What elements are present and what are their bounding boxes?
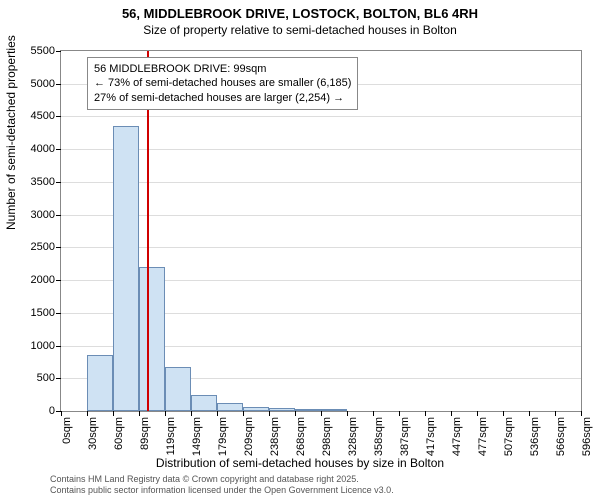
xtick-label: 119sqm <box>165 417 177 455</box>
xtick-mark <box>373 411 374 416</box>
histogram-bar <box>113 126 138 411</box>
ytick-label: 1000 <box>31 340 55 352</box>
ytick-label: 500 <box>37 372 55 384</box>
xtick-mark <box>269 411 270 416</box>
info-line-2: ← 73% of semi-detached houses are smalle… <box>94 76 351 90</box>
histogram-bar <box>165 367 191 412</box>
xtick-label: 298sqm <box>321 417 333 456</box>
chart-container: 56, MIDDLEBROOK DRIVE, LOSTOCK, BOLTON, … <box>0 0 600 500</box>
histogram-bar <box>87 355 113 411</box>
xtick-mark <box>425 411 426 416</box>
ytick-mark <box>56 51 61 52</box>
histogram-bar <box>269 408 295 411</box>
gridline-h <box>61 116 581 117</box>
xtick-label: 536sqm <box>529 417 541 456</box>
x-axis-label: Distribution of semi-detached houses by … <box>0 456 600 470</box>
ytick-label: 5000 <box>31 78 55 90</box>
xtick-label: 179sqm <box>217 417 229 456</box>
ytick-mark <box>56 182 61 183</box>
ytick-label: 3500 <box>31 176 55 188</box>
xtick-label: 149sqm <box>191 417 203 456</box>
xtick-mark <box>113 411 114 416</box>
gridline-h <box>61 182 581 183</box>
ytick-mark <box>56 346 61 347</box>
xtick-label: 268sqm <box>295 417 307 456</box>
xtick-label: 596sqm <box>581 417 593 456</box>
histogram-bar <box>295 409 321 411</box>
xtick-mark <box>243 411 244 416</box>
xtick-mark <box>295 411 296 416</box>
ytick-mark <box>56 280 61 281</box>
ytick-label: 0 <box>49 405 55 417</box>
plot-area: 0500100015002000250030003500400045005000… <box>60 50 582 412</box>
xtick-label: 566sqm <box>555 417 567 456</box>
xtick-label: 507sqm <box>503 417 515 456</box>
xtick-label: 447sqm <box>451 417 463 456</box>
xtick-label: 238sqm <box>269 417 281 456</box>
gridline-h <box>61 215 581 216</box>
ytick-mark <box>56 84 61 85</box>
xtick-mark <box>477 411 478 416</box>
xtick-mark <box>581 411 582 416</box>
footer-line-2: Contains public sector information licen… <box>50 485 394 496</box>
info-line-3: 27% of semi-detached houses are larger (… <box>94 91 351 105</box>
xtick-label: 328sqm <box>347 417 359 456</box>
xtick-mark <box>399 411 400 416</box>
y-axis-label: Number of semi-detached properties <box>4 35 18 230</box>
gridline-h <box>61 247 581 248</box>
ytick-label: 2500 <box>31 241 55 253</box>
xtick-mark <box>165 411 166 416</box>
footer-line-1: Contains HM Land Registry data © Crown c… <box>50 474 394 485</box>
ytick-label: 4500 <box>31 110 55 122</box>
histogram-bar <box>191 395 217 411</box>
histogram-bar <box>321 409 347 411</box>
chart-title-sub: Size of property relative to semi-detach… <box>0 21 600 37</box>
xtick-mark <box>503 411 504 416</box>
ytick-mark <box>56 116 61 117</box>
ytick-mark <box>56 215 61 216</box>
ytick-label: 1500 <box>31 307 55 319</box>
xtick-label: 417sqm <box>425 417 437 456</box>
footer-text: Contains HM Land Registry data © Crown c… <box>50 474 394 496</box>
xtick-label: 30sqm <box>87 417 99 450</box>
xtick-mark <box>347 411 348 416</box>
ytick-mark <box>56 378 61 379</box>
xtick-mark <box>529 411 530 416</box>
chart-title-main: 56, MIDDLEBROOK DRIVE, LOSTOCK, BOLTON, … <box>0 0 600 21</box>
xtick-label: 387sqm <box>399 417 411 456</box>
xtick-label: 60sqm <box>113 417 125 450</box>
xtick-mark <box>139 411 140 416</box>
xtick-mark <box>321 411 322 416</box>
ytick-mark <box>56 149 61 150</box>
histogram-bar <box>217 403 243 412</box>
xtick-mark <box>61 411 62 416</box>
xtick-mark <box>191 411 192 416</box>
info-box: 56 MIDDLEBROOK DRIVE: 99sqm ← 73% of sem… <box>87 57 358 110</box>
ytick-label: 3000 <box>31 209 55 221</box>
xtick-mark <box>217 411 218 416</box>
ytick-label: 4000 <box>31 143 55 155</box>
xtick-label: 0sqm <box>61 417 73 444</box>
ytick-mark <box>56 313 61 314</box>
gridline-h <box>61 149 581 150</box>
ytick-label: 5500 <box>31 45 55 57</box>
histogram-bar <box>139 267 165 411</box>
xtick-mark <box>555 411 556 416</box>
info-line-1: 56 MIDDLEBROOK DRIVE: 99sqm <box>94 62 351 76</box>
xtick-label: 358sqm <box>373 417 385 456</box>
xtick-label: 89sqm <box>139 417 151 450</box>
xtick-label: 209sqm <box>243 417 255 456</box>
ytick-label: 2000 <box>31 274 55 286</box>
ytick-mark <box>56 247 61 248</box>
xtick-label: 477sqm <box>477 417 489 456</box>
xtick-mark <box>87 411 88 416</box>
histogram-bar <box>243 407 268 411</box>
xtick-mark <box>451 411 452 416</box>
